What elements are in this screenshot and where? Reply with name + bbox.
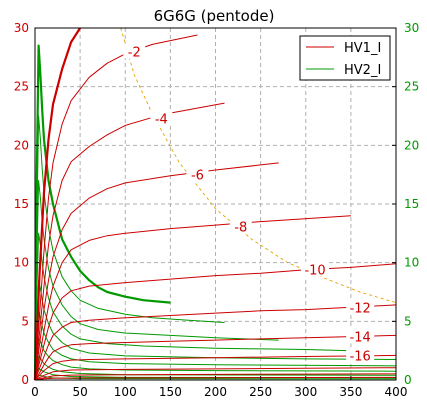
y-tick-label: 20 [14, 138, 29, 152]
curve-label: -4 [155, 112, 168, 127]
curve-label-bg [301, 261, 330, 277]
curve-label: -14 [350, 331, 371, 346]
curve-label: -16 [350, 349, 371, 364]
y-tick-label: 25 [14, 80, 29, 94]
hv1-curve [34, 215, 351, 381]
hv2-curve [34, 180, 279, 381]
curve-label-bg [229, 218, 252, 234]
hv1-curve [34, 354, 397, 381]
right-y-tick-label: 20 [404, 138, 419, 152]
x-tick-label: 400 [385, 385, 408, 399]
y-tick-label: 30 [14, 21, 29, 35]
x-tick-label: 150 [159, 385, 182, 399]
curve-label: -12 [350, 301, 371, 316]
right-y-tick-label: 10 [404, 256, 419, 270]
curve-label: -6 [191, 169, 204, 184]
hv1-curve [34, 102, 225, 381]
curve-label-bg [346, 347, 375, 363]
axis-ticks: 0 50 100 150 200 250 300 350 4000510152025300510… [14, 21, 420, 399]
hv2-curve [34, 232, 351, 381]
curve-label-bg [186, 166, 209, 182]
right-y-tick-label: 0 [404, 373, 412, 387]
x-tick-label: 50 [72, 385, 87, 399]
legend-label-hv2: HV2_I [344, 63, 381, 78]
hv1-curve [34, 304, 397, 381]
curve-label-bg [346, 328, 375, 344]
y-tick-label: 15 [14, 197, 29, 211]
legend-box [299, 35, 391, 81]
right-y-tick-label: 25 [404, 80, 419, 94]
hv1-curve [34, 373, 397, 381]
right-y-tick-label: 15 [404, 197, 419, 211]
curves [33, 27, 397, 381]
hv1-curve [34, 263, 397, 381]
x-tick-label: 200 [204, 385, 227, 399]
curve-label: -8 [234, 220, 247, 235]
hv2-curve [33, 44, 171, 381]
curve-labels: -2 -4 -6 -8 -10 -12 -14 -16 [123, 43, 375, 364]
x-tick-label: 300 [294, 385, 317, 399]
grid-lines [35, 28, 396, 380]
curve-label: -10 [304, 264, 325, 279]
hv2-curve [34, 115, 225, 381]
hv1-curve [33, 27, 82, 381]
curve-label: -2 [128, 45, 141, 60]
curve-label-bg [346, 299, 375, 315]
right-y-tick-label: 5 [404, 314, 412, 328]
y-tick-label: 5 [21, 314, 29, 328]
x-tick-label: 100 [114, 385, 137, 399]
hv1-curve [34, 376, 397, 381]
x-tick-label: 0 [31, 385, 39, 399]
legend: HV1_I HV2_I [299, 35, 391, 81]
hv1-curve [34, 367, 397, 381]
x-tick-label: 250 [249, 385, 272, 399]
legend-label-hv1: HV1_I [344, 41, 381, 56]
y-tick-label: 0 [21, 373, 29, 387]
curve-label-bg [123, 43, 146, 59]
curve-label-bg [150, 110, 173, 126]
chart-title: 6G6G (pentode) [154, 7, 275, 25]
hv1-curve [34, 162, 279, 381]
y-tick-label: 10 [14, 256, 29, 270]
hv1-curve [34, 334, 397, 381]
x-tick-label: 350 [339, 385, 362, 399]
right-y-tick-label: 30 [404, 21, 419, 35]
